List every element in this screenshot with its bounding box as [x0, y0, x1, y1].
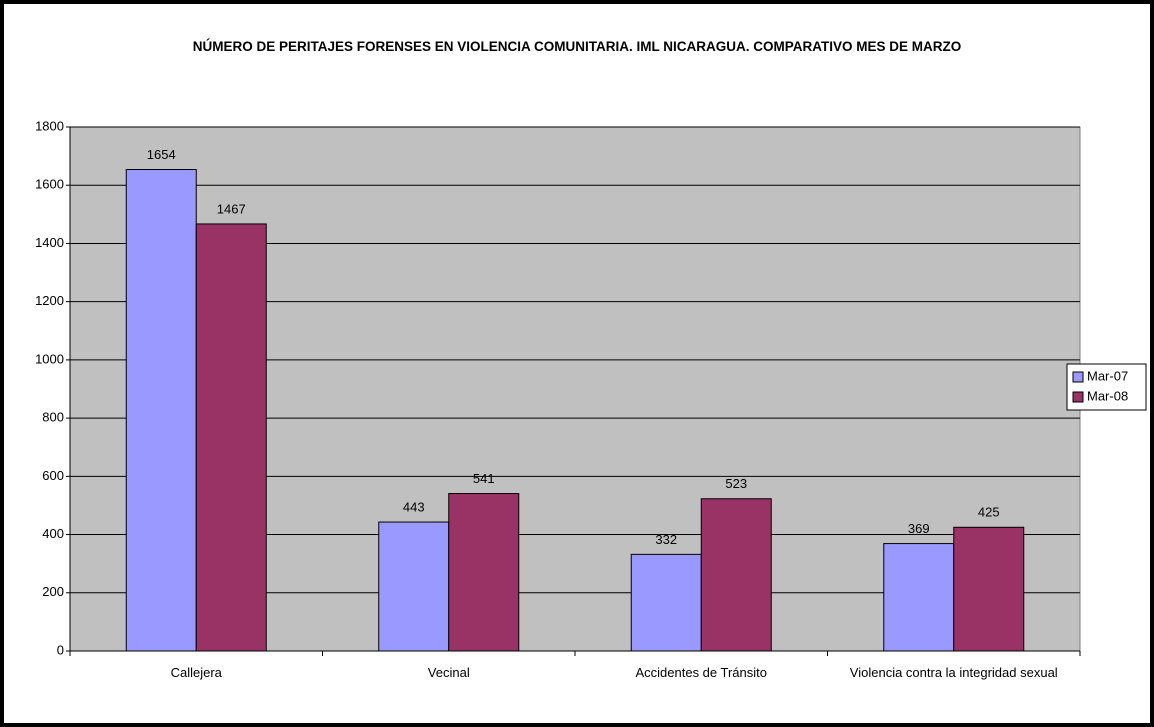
y-tick-label: 200	[42, 584, 64, 599]
y-tick-label: 800	[42, 410, 64, 425]
bar	[195, 223, 267, 652]
y-tick-label: 600	[42, 468, 64, 483]
y-tick-label: 1400	[35, 235, 64, 250]
y-tick-label: 1000	[35, 351, 64, 366]
value-label: 1654	[147, 147, 176, 162]
y-tick-label: 1800	[35, 118, 64, 133]
bar	[700, 498, 772, 652]
bar	[448, 493, 520, 652]
bar	[630, 553, 702, 652]
x-tick-label: Violencia contra la integridad sexual	[849, 665, 1058, 680]
y-tick-label: 0	[57, 642, 64, 657]
y-tick-label: 1200	[35, 293, 64, 308]
bar	[125, 169, 197, 652]
legend-label: Mar-08	[1087, 388, 1128, 403]
y-tick-label: 1600	[35, 177, 64, 192]
legend-swatch	[1072, 391, 1084, 403]
value-label: 523	[725, 476, 747, 491]
bar	[883, 543, 955, 652]
value-label: 541	[473, 471, 495, 486]
x-tick-label: Callejera	[170, 665, 222, 680]
y-tick-label: 400	[42, 526, 64, 541]
chart-title: NÚMERO DE PERITAJES FORENSES EN VIOLENCI…	[192, 39, 962, 54]
x-tick-label: Vecinal	[427, 665, 470, 680]
legend-label: Mar-07	[1087, 368, 1128, 383]
bar	[378, 521, 450, 652]
value-label: 443	[403, 499, 425, 514]
bar	[953, 526, 1025, 652]
value-label: 1467	[217, 201, 246, 216]
value-label: 332	[655, 532, 677, 547]
legend-swatch	[1072, 371, 1084, 383]
x-tick-label: Accidentes de Tránsito	[635, 665, 768, 680]
value-label: 425	[978, 505, 1000, 520]
value-label: 369	[908, 521, 930, 536]
